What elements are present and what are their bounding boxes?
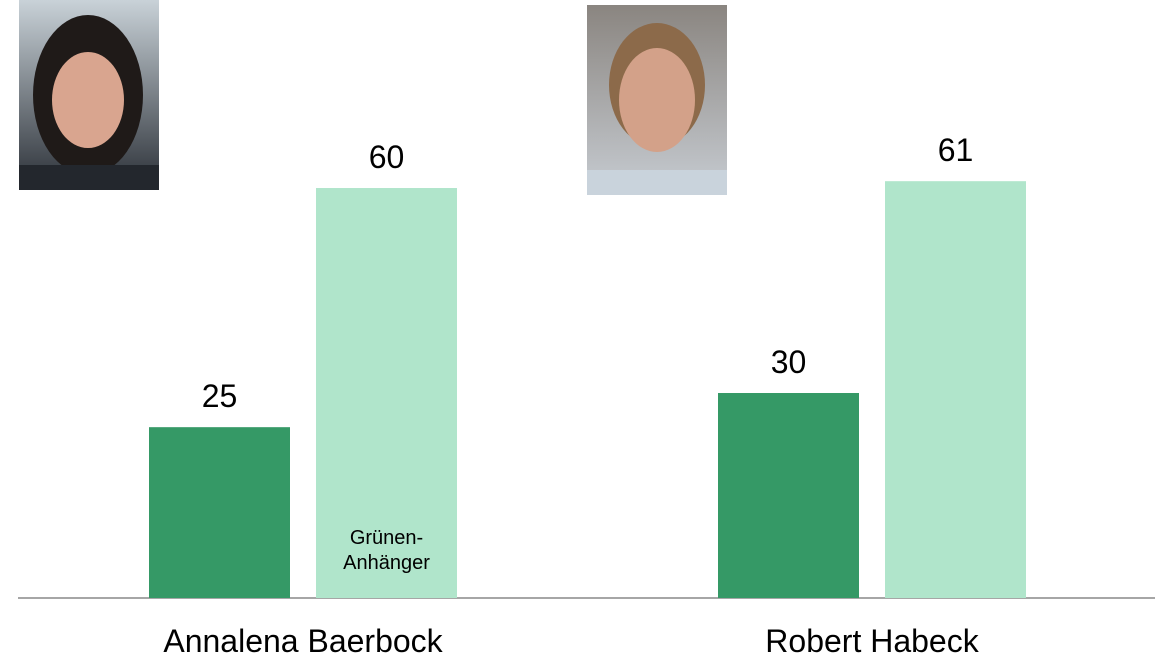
value-label: 60 xyxy=(369,139,405,175)
series-label: Grünen-Anhänger xyxy=(343,527,430,574)
bar xyxy=(718,393,859,598)
x-tick-label: Robert Habeck xyxy=(765,623,979,658)
value-label: 61 xyxy=(938,132,974,168)
photo-baerbock xyxy=(19,0,159,190)
x-tick-label: Annalena Baerbock xyxy=(163,623,443,658)
photo-habeck xyxy=(587,5,727,195)
value-label: 30 xyxy=(771,344,807,380)
bar xyxy=(885,181,1026,598)
bar xyxy=(316,188,457,598)
value-label: 25 xyxy=(202,378,238,414)
bar xyxy=(149,427,290,598)
